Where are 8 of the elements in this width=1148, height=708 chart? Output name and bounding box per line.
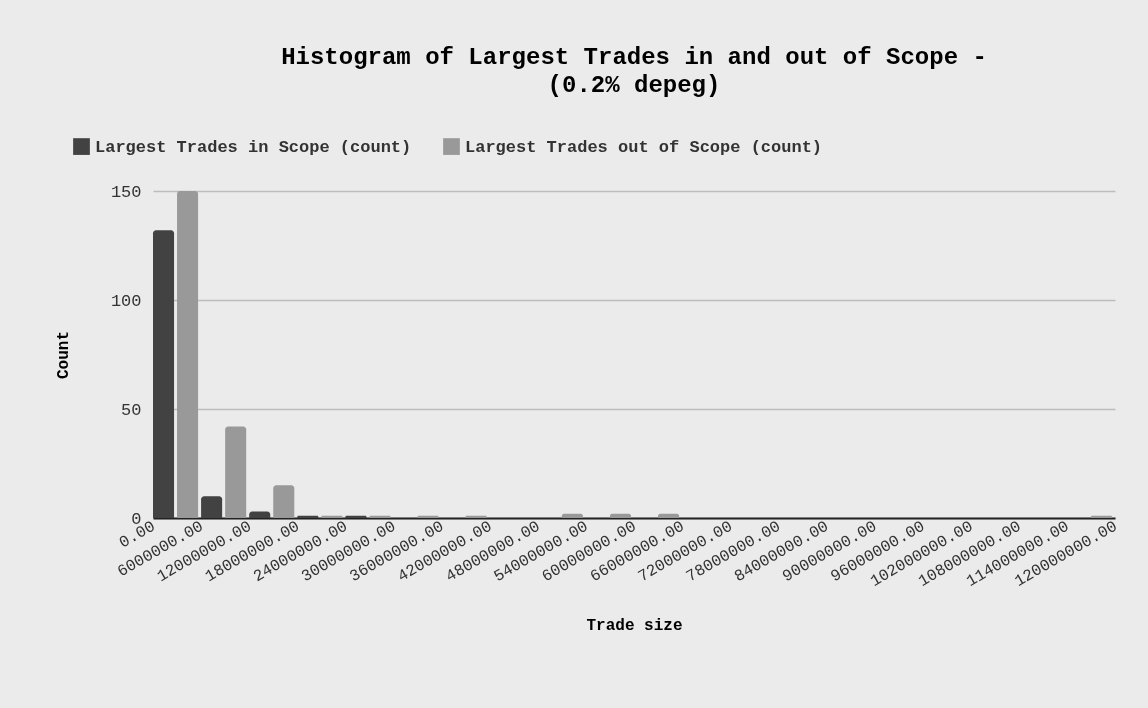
chart-title: Histogram of Largest Trades in and out of Scope - (0.2% depeg) [281, 44, 987, 99]
legend-label: Largest Trades out of Scope (count) [465, 137, 823, 157]
y-axis-title: Count [54, 330, 73, 380]
y-tick-label: 150 [110, 182, 142, 202]
y-tick-label: 50 [121, 400, 142, 420]
legend-label: Largest Trades in Scope (count) [95, 137, 412, 157]
x-axis-title: Trade size [586, 617, 683, 636]
y-tick-label: 100 [110, 291, 142, 311]
